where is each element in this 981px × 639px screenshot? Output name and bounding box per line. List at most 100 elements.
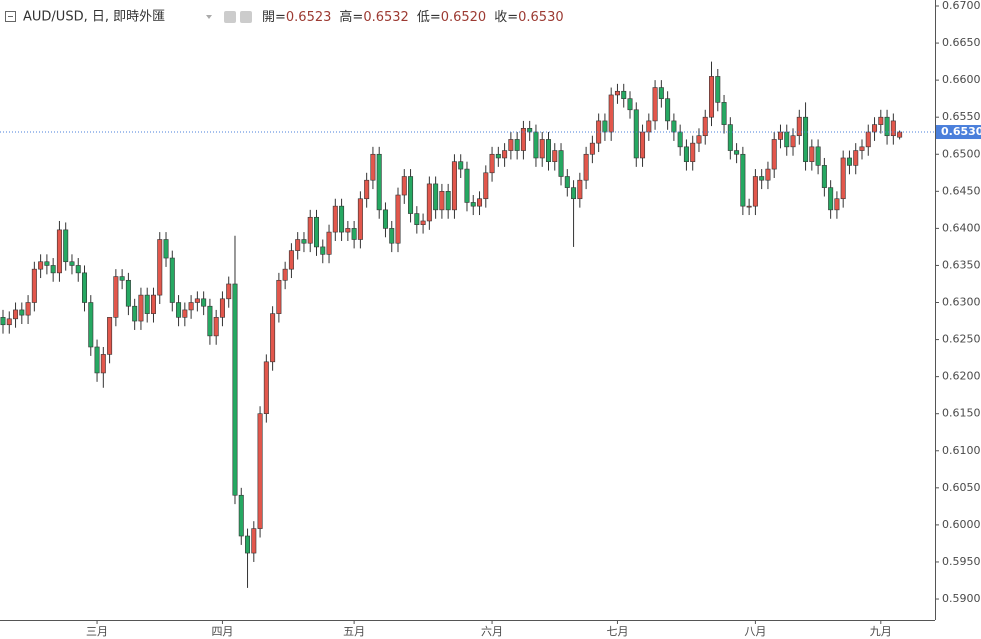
candle (295, 232, 301, 260)
candle-body (219, 298, 225, 318)
candle-body (238, 494, 244, 537)
candle (483, 165, 489, 208)
candle (552, 143, 558, 171)
x-tick-label: 八月 (744, 625, 766, 638)
candle-body (545, 139, 551, 162)
dropdown-icon[interactable] (206, 15, 212, 19)
candle-body (395, 194, 401, 244)
candle-body (201, 298, 207, 307)
candle (188, 295, 194, 319)
candle (458, 154, 464, 178)
candle-body (401, 176, 407, 196)
candle-body (31, 268, 37, 303)
candle-body (652, 87, 658, 122)
candle-body (351, 228, 357, 240)
candle-body (107, 317, 113, 355)
candle-body (357, 198, 363, 240)
candle (426, 176, 432, 230)
candle-body (420, 220, 426, 225)
candle-body (433, 183, 439, 211)
candle-body (477, 198, 483, 207)
y-tick-label: 0.6450 (942, 184, 981, 197)
hide-icon[interactable] (240, 11, 252, 23)
candle-body (88, 302, 94, 348)
candle (257, 406, 263, 538)
candle (38, 254, 44, 279)
candle (50, 258, 56, 282)
candle-body (288, 250, 294, 270)
legend-name: 低= (417, 10, 441, 25)
candle (320, 239, 326, 264)
legend-value: 0.6532 (363, 10, 409, 25)
y-tick-label: 0.6600 (942, 73, 981, 86)
candle-body (332, 205, 338, 233)
candle (746, 198, 752, 216)
candle-body (671, 120, 677, 133)
candle-body (426, 183, 432, 222)
candle-body (56, 229, 62, 274)
candle-body (765, 168, 771, 181)
candle (445, 183, 451, 219)
ohlc-legend: 開=0.6523 高=0.6532 低=0.6520 收=0.6530 (262, 9, 564, 25)
candle (19, 302, 25, 325)
candle-body (533, 131, 539, 159)
candle-body (784, 131, 790, 148)
settings-icon[interactable] (224, 11, 236, 23)
candle-body (150, 294, 156, 314)
candle (878, 109, 884, 134)
candle-body (339, 205, 345, 233)
candle (125, 272, 131, 316)
candle-body (132, 305, 138, 322)
candle (803, 102, 809, 171)
candle (884, 109, 890, 145)
candle-body (282, 268, 288, 281)
candle (351, 220, 357, 249)
candle (897, 130, 903, 140)
candle (44, 254, 50, 275)
candle (633, 102, 639, 167)
candle (339, 198, 345, 241)
candle-body (326, 231, 332, 255)
candle (25, 295, 31, 325)
candle (821, 157, 827, 197)
candle-body (194, 298, 200, 303)
candle-body (82, 272, 88, 303)
candle-body (307, 216, 313, 244)
candle (245, 528, 251, 588)
x-tick-label: 三月 (86, 625, 108, 638)
candle-body (796, 116, 802, 137)
candle (527, 120, 533, 141)
candle-body (564, 176, 570, 188)
candle-body (182, 309, 188, 318)
candle (571, 180, 577, 247)
candle-body (251, 528, 257, 554)
candle (470, 195, 476, 216)
x-tick-label: 四月 (211, 625, 233, 638)
candle (113, 269, 119, 327)
candle-body (458, 161, 464, 170)
y-tick-label: 0.6350 (942, 258, 981, 271)
candle (107, 317, 113, 364)
candle-body (640, 131, 646, 159)
candle (301, 232, 307, 253)
candle (100, 346, 106, 388)
collapse-icon[interactable] (5, 11, 16, 22)
candle (709, 61, 715, 127)
candle-body (119, 276, 125, 281)
candle (865, 124, 871, 156)
candle-body (840, 157, 846, 200)
candle-body (445, 191, 451, 211)
candle (414, 206, 420, 234)
candle-body (320, 246, 326, 255)
candle-body (803, 116, 809, 162)
candle-body (226, 283, 232, 300)
candle (169, 250, 175, 312)
y-tick-label: 0.6650 (942, 36, 981, 49)
candle-body (897, 131, 903, 138)
last-price-label: 0.6530 (941, 125, 981, 138)
candle (0, 309, 6, 334)
candle (677, 124, 683, 156)
candle-body (884, 116, 890, 137)
candle-body (552, 150, 558, 162)
